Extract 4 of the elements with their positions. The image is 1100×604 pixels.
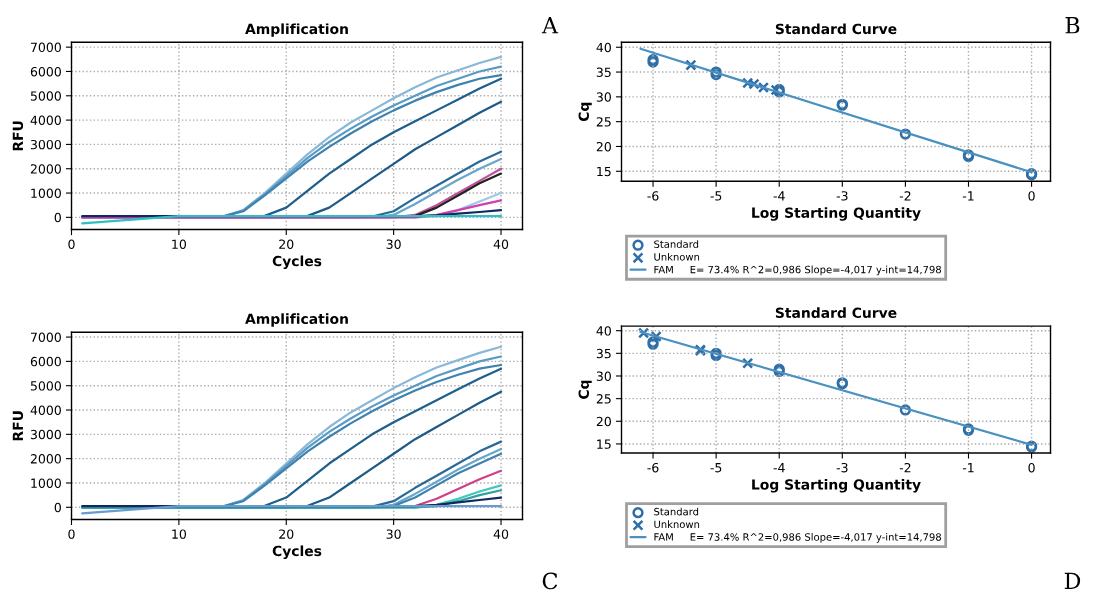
text: B [1065,17,1080,34]
text: A [541,17,559,34]
text: D [1064,572,1081,589]
text: C [542,572,558,590]
